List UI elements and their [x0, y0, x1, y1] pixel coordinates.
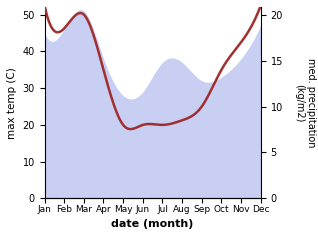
Y-axis label: med. precipitation
(kg/m2): med. precipitation (kg/m2) — [294, 58, 315, 148]
X-axis label: date (month): date (month) — [111, 219, 194, 229]
Y-axis label: max temp (C): max temp (C) — [7, 67, 17, 139]
